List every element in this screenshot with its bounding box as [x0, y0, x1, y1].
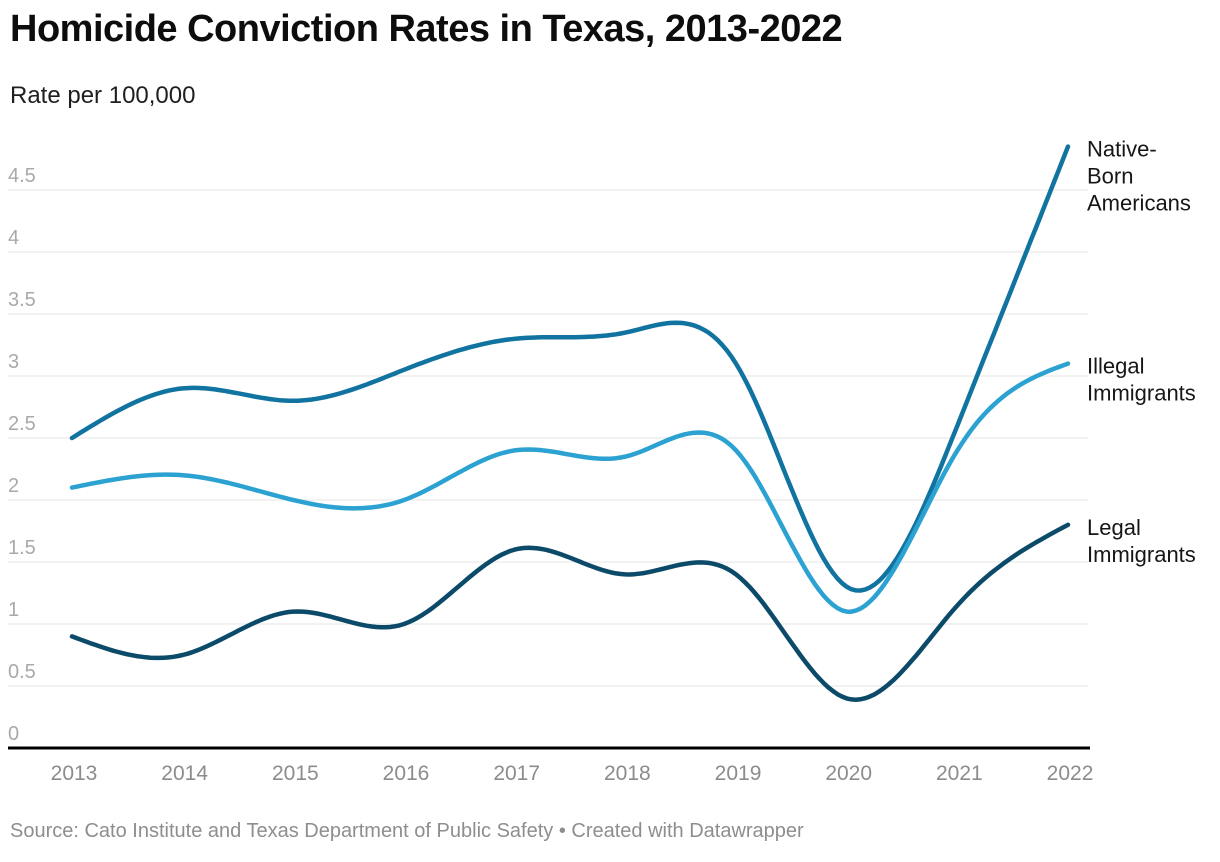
chart-subtitle: Rate per 100,000 — [10, 82, 196, 109]
y-tick-label: 1.5 — [8, 537, 36, 559]
chart-title: Homicide Conviction Rates in Texas, 2013… — [10, 8, 843, 50]
series-line-legal-immigrants — [69, 522, 1071, 702]
source-line: Source: Cato Institute and Texas Departm… — [10, 820, 804, 842]
y-tick-label: 4 — [8, 227, 19, 249]
x-tick-label: 2018 — [604, 762, 651, 785]
y-tick-label: 2.5 — [8, 413, 36, 435]
y-tick-label: 3 — [8, 351, 19, 373]
x-tick-label: 2016 — [383, 762, 430, 785]
x-tick-label: 2013 — [51, 762, 98, 785]
x-tick-label: 2015 — [272, 762, 319, 785]
series-line-illegal-immigrants — [69, 361, 1071, 614]
x-tick-label: 2019 — [715, 762, 762, 785]
series-label-illegal-immigrants: Illegal Immigrants — [1087, 354, 1196, 406]
y-tick-label: 0.5 — [8, 661, 36, 683]
y-tick-label: 3.5 — [8, 289, 36, 311]
series-line-native-born-americans — [69, 144, 1071, 593]
x-tick-label: 2022 — [1047, 762, 1094, 785]
series-label-legal-immigrants: Legal Immigrants — [1087, 515, 1196, 567]
x-tick-label: 2020 — [825, 762, 872, 785]
y-tick-label: 0 — [8, 723, 19, 745]
series-label-native-born-americans: Native-Born Americans — [1087, 137, 1191, 216]
x-tick-label: 2017 — [493, 762, 540, 785]
x-tick-label: 2021 — [936, 762, 983, 785]
y-tick-label: 1 — [8, 599, 19, 621]
x-tick-label: 2014 — [161, 762, 208, 785]
y-tick-label: 2 — [8, 475, 19, 497]
y-tick-label: 4.5 — [8, 165, 36, 187]
